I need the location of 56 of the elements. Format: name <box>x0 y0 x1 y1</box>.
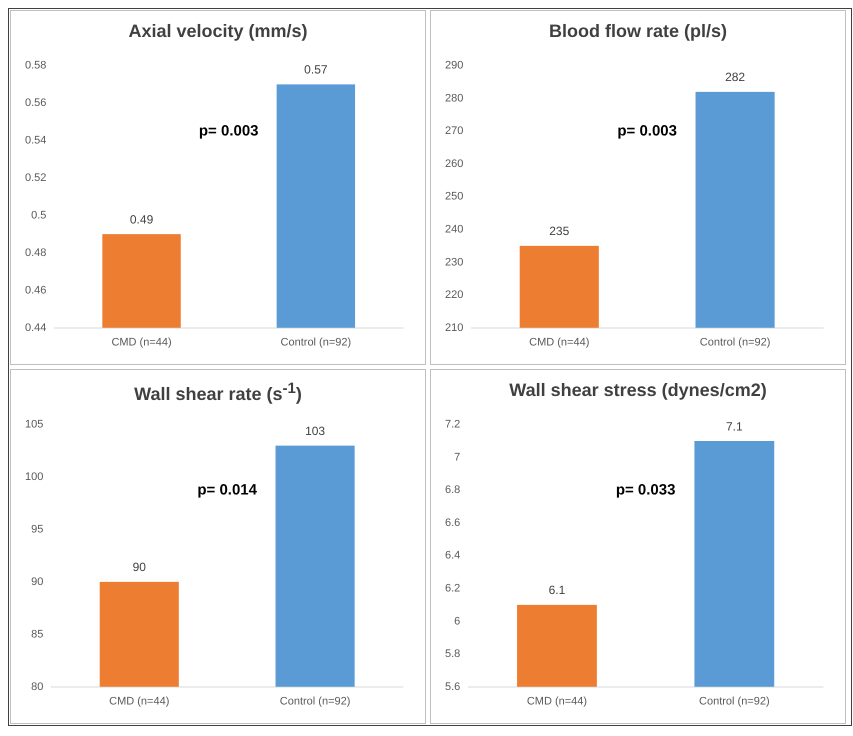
x-tick-label: Control (n=92) <box>280 336 352 348</box>
y-tick-label: 0.56 <box>24 97 46 110</box>
chart-title: Axial velocity (mm/s) <box>127 20 309 43</box>
data-label: 103 <box>305 424 326 438</box>
y-tick-label: 6.8 <box>444 484 460 496</box>
data-label: 282 <box>725 70 746 84</box>
y-tick-label: 0.48 <box>24 246 46 259</box>
y-tick-label: 260 <box>444 158 464 170</box>
y-tick-label: 280 <box>444 92 464 104</box>
y-tick-label: 6 <box>454 615 460 628</box>
chart-title: Blood flow rate (pl/s) <box>548 20 728 43</box>
y-tick-label: 0.5 <box>31 209 46 222</box>
y-tick-label: 0.54 <box>24 134 46 147</box>
data-label: 0.57 <box>304 62 328 77</box>
y-tick-label: 270 <box>444 125 464 138</box>
y-tick-label: 290 <box>444 60 464 72</box>
y-tick-label: 250 <box>444 190 464 203</box>
y-tick-label: 5.6 <box>444 680 460 693</box>
x-tick-label: CMD (n=44) <box>526 695 588 708</box>
x-tick-label: Control (n=92) <box>280 695 350 708</box>
y-tick-label: 240 <box>444 224 464 236</box>
y-tick-label: 90 <box>31 576 44 588</box>
y-tick-label: 220 <box>444 289 464 302</box>
y-tick-label: 85 <box>31 628 44 640</box>
data-label: 7.1 <box>726 419 743 434</box>
x-tick-label: CMD (n=44) <box>109 695 170 708</box>
y-tick-label: 230 <box>444 256 464 268</box>
y-tick-label: 95 <box>31 524 44 536</box>
y-tick-label: 0.46 <box>24 284 46 296</box>
y-tick-label: 0.52 <box>24 172 46 184</box>
chart-title: Wall shear rate (s$^{-1}$) <box>133 379 303 406</box>
data-label: 0.49 <box>130 212 154 226</box>
data-label: 235 <box>549 224 570 238</box>
y-tick-label: 0.58 <box>24 60 46 72</box>
x-tick-label: CMD (n=44) <box>111 336 172 348</box>
data-label: 90 <box>132 560 146 574</box>
annotation: p= 0.003 <box>198 122 259 140</box>
y-tick-label: 0.44 <box>24 322 46 334</box>
annotation: p= 0.014 <box>197 482 258 499</box>
y-tick-label: 7.2 <box>444 418 460 431</box>
chart-title: Wall shear stress (dynes/cm2) <box>508 379 768 402</box>
y-tick-label: 6.4 <box>444 550 460 562</box>
x-tick-label: CMD (n=44) <box>529 336 590 348</box>
y-tick-label: 7 <box>454 451 460 464</box>
y-tick-label: 5.8 <box>444 648 460 660</box>
annotation: p= 0.003 <box>617 122 677 140</box>
x-tick-label: Control (n=92) <box>700 336 770 348</box>
x-tick-label: Control (n=92) <box>699 695 770 708</box>
y-tick-label: 6.6 <box>444 516 460 529</box>
y-tick-label: 80 <box>31 680 44 693</box>
y-tick-label: 105 <box>24 418 44 431</box>
data-label: 6.1 <box>548 583 566 598</box>
y-tick-label: 100 <box>24 471 44 484</box>
y-tick-label: 210 <box>444 322 464 334</box>
y-tick-label: 6.2 <box>444 582 460 595</box>
annotation: p= 0.033 <box>616 482 676 499</box>
